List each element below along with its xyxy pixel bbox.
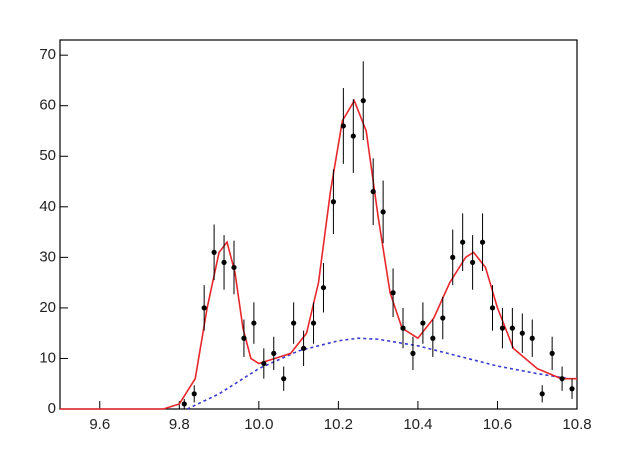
data-point [559,376,565,382]
data-point [470,259,476,266]
data-point [261,360,267,367]
fit-curve [60,98,577,410]
y-tick-label: 20 [39,299,56,316]
data-point [211,249,217,255]
data-point [460,239,466,245]
data-point [201,305,207,311]
data-point [509,325,515,331]
data-point [420,320,426,326]
x-tick-label: 10.4 [403,416,432,433]
data-point [390,290,396,296]
background-curve [186,337,570,410]
data-point [569,386,575,392]
data-point [181,401,187,407]
data-point [360,98,366,104]
data-point [549,350,555,356]
data-point [539,391,545,397]
data-point [479,239,486,245]
data-point [221,259,227,266]
y-tick-label: 30 [39,248,56,265]
data-point [400,325,406,331]
data-point [310,320,317,326]
y-tick-label: 0 [48,400,56,417]
data-point [350,133,356,139]
data-point [440,315,446,321]
data-point [300,345,307,351]
y-tick-label: 70 [39,46,56,63]
data-point [499,325,506,331]
y-tick-label: 50 [39,147,56,164]
x-tick-label: 9.6 [89,416,110,433]
data-point [529,335,535,341]
data-point [271,350,277,356]
x-tick-label: 10.6 [483,416,512,433]
data-point [191,391,197,397]
data-point [251,320,257,326]
y-tick-label: 40 [39,198,56,215]
data-point [320,285,327,291]
data-point [241,335,247,341]
plot-frame [59,39,578,410]
data-point [330,199,337,205]
data-point [340,123,346,129]
y-tick-label: 60 [39,97,56,114]
data-point [380,209,386,215]
data-point [519,330,525,336]
x-tick-label: 10.0 [244,416,273,433]
data-point [410,350,416,356]
data-point [430,335,436,341]
x-tick-label: 9.8 [169,416,190,433]
data-point [231,264,237,271]
data-point [281,376,287,382]
data-point [370,189,376,195]
data-point [489,305,496,311]
data-point [450,254,456,260]
x-tick-label: 10.2 [324,416,353,433]
y-tick-label: 10 [39,349,56,366]
x-tick-label: 10.8 [562,416,591,433]
data-point [291,320,297,326]
